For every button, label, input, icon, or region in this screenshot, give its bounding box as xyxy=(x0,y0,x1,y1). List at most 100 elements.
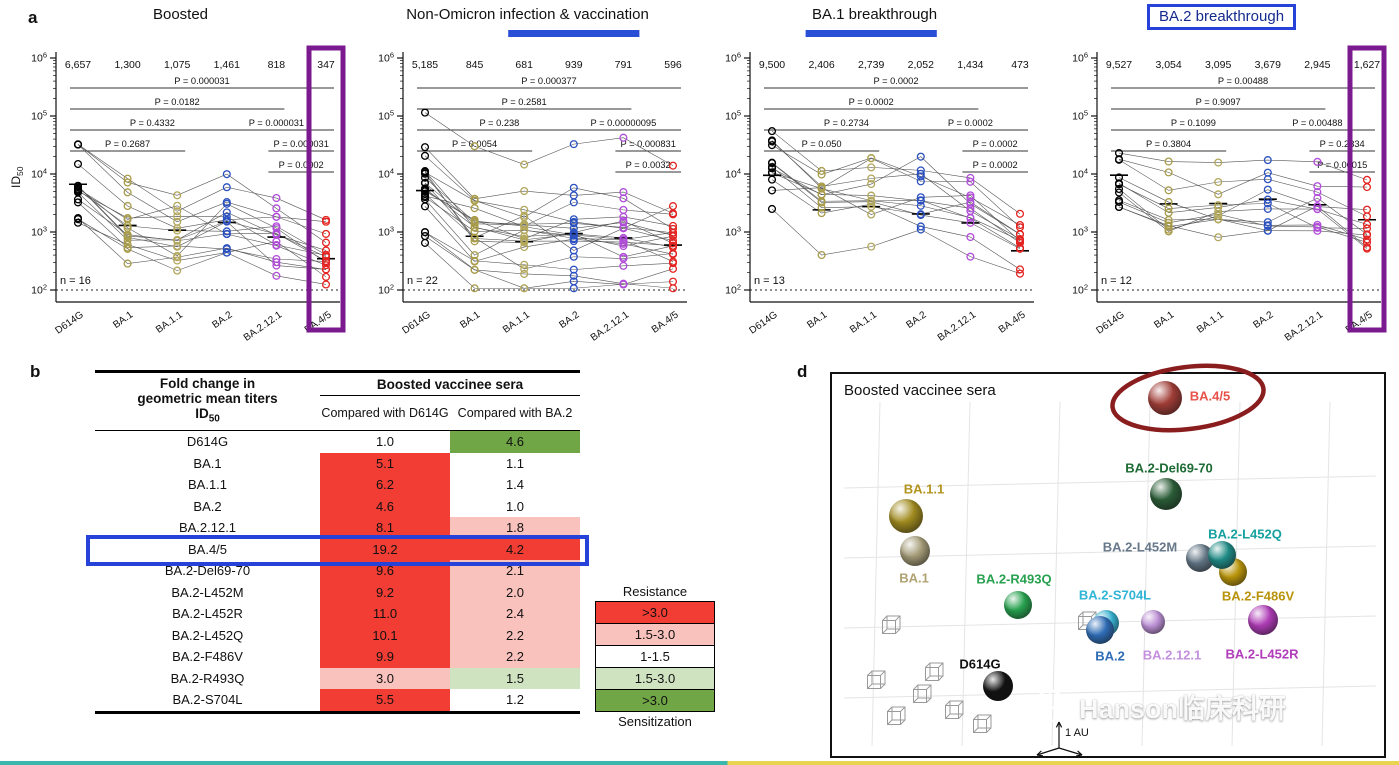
svg-text:9,500: 9,500 xyxy=(759,59,785,71)
svg-text:P = 0.00488: P = 0.00488 xyxy=(1292,118,1342,128)
svg-text:P = 0.000831: P = 0.000831 xyxy=(620,139,675,149)
svg-text:818: 818 xyxy=(268,59,286,71)
svg-text:BA.4/5: BA.4/5 xyxy=(997,309,1028,335)
table-row-ba-1: BA.1 5.1 1.1 xyxy=(95,452,580,474)
table-row-ba-2-l452m: BA.2-L452M 9.2 2.0 xyxy=(95,581,580,603)
variant-label-ba-2-del69-70: BA.2-Del69-70 xyxy=(1125,460,1213,476)
svg-text:P = 0.0002: P = 0.0002 xyxy=(973,139,1018,149)
variant-name-cell: BA.2.12.1 xyxy=(95,517,320,539)
blue-highlight-bar xyxy=(805,30,937,37)
legend-swatch-sens_strong: >3.0 xyxy=(595,690,715,712)
svg-text:106: 106 xyxy=(31,51,47,65)
ba45-column-highlight-box xyxy=(1347,45,1387,333)
fold-change-vs-d614g-cell: 1.0 xyxy=(320,430,450,453)
legend-swatch-sens_mild: 1.5-3.0 xyxy=(595,668,715,690)
variant-label-ba-2-12-1: BA.2.12.1 xyxy=(1142,647,1202,663)
chart-title: BA.2 breakthrough xyxy=(1049,4,1394,30)
svg-text:103: 103 xyxy=(725,225,741,239)
variant-label-ba-2-r493q: BA.2-R493Q xyxy=(976,571,1052,587)
variant-sphere-ba-2 xyxy=(1086,616,1114,644)
fold-change-vs-ba2-cell: 4.6 xyxy=(450,430,580,453)
fold-change-vs-ba2-cell: 2.2 xyxy=(450,624,580,646)
svg-text:D614G: D614G xyxy=(747,309,779,336)
table-row-ba-2-l452q: BA.2-L452Q 10.1 2.2 xyxy=(95,624,580,646)
svg-text:939: 939 xyxy=(565,59,583,71)
fold-change-vs-ba2-cell: 2.0 xyxy=(450,581,580,603)
neutralization-chart-ba-2-breakthrough: 9,527 3,054 3,095 3,679 2,945 1,627 P = 0.0048… xyxy=(1072,45,1387,344)
svg-text:P = 0.0032: P = 0.0032 xyxy=(626,160,671,170)
map-title: Boosted vaccinee sera xyxy=(844,382,996,399)
svg-text:2,406: 2,406 xyxy=(808,59,834,71)
svg-text:104: 104 xyxy=(725,167,741,181)
svg-text:BA.2: BA.2 xyxy=(904,309,928,331)
scale-axes-icon xyxy=(1036,721,1083,756)
variant-sphere-ba-4-5 xyxy=(1148,381,1182,415)
svg-text:P = 0.00015: P = 0.00015 xyxy=(1317,160,1367,170)
fold-change-vs-d614g-cell: 19.2 xyxy=(320,538,450,560)
variant-name-cell: D614G xyxy=(95,430,320,453)
variant-sphere-ba-1-1 xyxy=(889,499,923,533)
fold-change-legend: Resistance >3.0 1.5-3.0 1-1.5 1.5-3.0 >3.0 S… xyxy=(595,582,715,731)
table-row-ba-2-r493q: BA.2-R493Q 3.0 1.5 xyxy=(95,667,580,689)
table-row-ba-2: BA.2 4.6 1.0 xyxy=(95,495,580,517)
axes xyxy=(1096,52,1381,303)
svg-text:BA.2.12.1: BA.2.12.1 xyxy=(1283,309,1326,343)
svg-text:102: 102 xyxy=(378,283,394,297)
svg-text:P = 0.00000095: P = 0.00000095 xyxy=(591,118,657,128)
table-row-ba-2-s704l: BA.2-S704L 5.5 1.2 xyxy=(95,689,580,714)
svg-text:103: 103 xyxy=(1072,225,1088,239)
fold-change-table: Fold change in geometric mean titers ID5… xyxy=(95,370,580,714)
svg-text:BA.2.12.1: BA.2.12.1 xyxy=(242,309,285,343)
legend-sensitization-label: Sensitization xyxy=(618,714,692,729)
svg-text:1,434: 1,434 xyxy=(957,59,983,71)
svg-text:D614G: D614G xyxy=(400,309,432,336)
bottom-color-strip xyxy=(0,761,1399,765)
fold-change-table-panel: Fold change in geometric mean titers ID5… xyxy=(86,370,755,729)
table-col-header-ba2: Compared with BA.2 xyxy=(450,395,580,431)
variant-label-ba-1-1: BA.1.1 xyxy=(903,481,945,497)
svg-text:596: 596 xyxy=(664,59,682,71)
variant-sphere-ba-1 xyxy=(900,536,930,566)
n-label: n = 22 xyxy=(407,275,438,287)
chart-title: Non-Omicron infection & vaccination xyxy=(406,6,649,23)
svg-text:P = 0.238: P = 0.238 xyxy=(479,118,519,128)
svg-text:BA.1.1: BA.1.1 xyxy=(1195,309,1226,335)
axes xyxy=(749,52,1034,303)
svg-text:347: 347 xyxy=(317,59,335,71)
svg-text:2,739: 2,739 xyxy=(858,59,884,71)
subject-lines xyxy=(77,144,327,285)
y-ticks: 102 103 104 105 106 xyxy=(725,51,750,297)
axes xyxy=(55,52,340,303)
svg-text:P = 0.000031: P = 0.000031 xyxy=(249,118,304,128)
svg-text:P = 0.0002: P = 0.0002 xyxy=(873,76,918,86)
svg-text:BA.1.1: BA.1.1 xyxy=(501,309,532,335)
legend-swatch-neutral: 1-1.5 xyxy=(595,646,715,668)
data-points xyxy=(420,108,678,293)
p-annotations: P = 0.00488 P = 0.9097 P = 0.1099 P = 0.004… xyxy=(1111,76,1375,173)
svg-text:P = 0.4332: P = 0.4332 xyxy=(130,118,175,128)
variant-sphere-ba-2-r493q xyxy=(1004,591,1032,619)
variant-name-cell: BA.4/5 xyxy=(95,538,320,560)
variant-name-cell: BA.2 xyxy=(95,495,320,517)
fold-change-vs-ba2-cell: 1.2 xyxy=(450,689,580,714)
svg-text:105: 105 xyxy=(725,109,741,123)
x-labels: D614G BA.1 BA.1.1 BA.2 BA.2.12.1 BA.4/5 xyxy=(1094,309,1375,343)
table-col-header-d614g: Compared with D614G xyxy=(320,395,450,431)
x-labels: D614G BA.1 BA.1.1 BA.2 BA.2.12.1 BA.4/5 xyxy=(400,309,681,343)
svg-text:102: 102 xyxy=(725,283,741,297)
data-points xyxy=(73,140,331,289)
variant-name-cell: BA.2-Del69-70 xyxy=(95,560,320,582)
y-ticks: 102 103 104 105 106 xyxy=(378,51,403,297)
svg-text:P = 0.0182: P = 0.0182 xyxy=(155,97,200,107)
variant-label-d614g: D614G xyxy=(959,656,1001,672)
svg-text:106: 106 xyxy=(378,51,394,65)
svg-text:BA.2: BA.2 xyxy=(210,309,234,331)
variant-label-ba-2-l452q: BA.2-L452Q xyxy=(1208,526,1282,542)
svg-text:102: 102 xyxy=(1072,283,1088,297)
svg-text:BA.4/5: BA.4/5 xyxy=(650,309,681,335)
variant-name-cell: BA.2-L452Q xyxy=(95,624,320,646)
scale-label: 1 AU xyxy=(1065,727,1089,739)
svg-text:P = 0.0002: P = 0.0002 xyxy=(973,160,1018,170)
svg-text:BA.2: BA.2 xyxy=(1251,309,1275,331)
